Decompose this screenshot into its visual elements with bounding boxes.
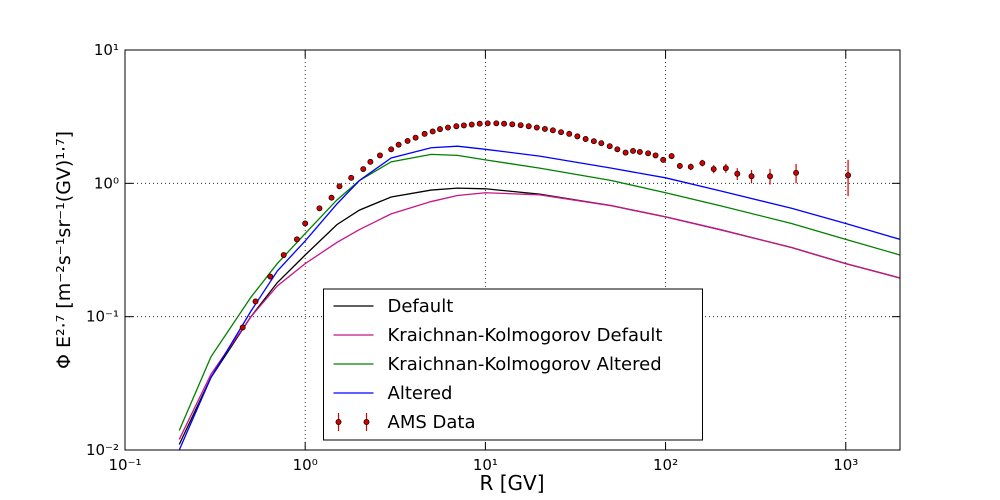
x-tick-label: 10¹ [473,456,498,474]
data-point [558,129,565,136]
legend-label: Kraichnan-Kolmogorov Default [388,325,663,346]
plot-frame [124,49,901,451]
y-tick-label: 10⁰ [94,174,119,192]
data-point [445,124,451,131]
data-point [525,123,532,130]
data-point [652,152,659,159]
data-point [606,143,613,150]
legend-label: Kraichnan-Kolmogorov Altered [388,354,662,375]
legend-label: Altered [388,383,453,404]
data-point [336,183,343,190]
data-point [252,298,259,305]
x-tick-label: 10⁰ [293,456,318,474]
legend-label: AMS Data [388,412,476,433]
data-point [460,122,467,129]
data-point [687,163,694,170]
data-point [533,124,540,131]
data-point [328,194,335,201]
x-tick-label: 10⁻¹ [108,456,141,474]
data-point [412,134,419,141]
data-point [645,150,652,157]
data-point [429,128,436,135]
data-point [302,220,309,227]
data-point [267,273,274,280]
legend-swatch [363,419,370,425]
data-point [630,147,637,154]
data-point [767,173,773,180]
data-point [476,120,483,127]
data-point [360,166,367,172]
data-point [845,172,852,179]
data-point [421,130,428,137]
data-point [614,146,621,153]
data-point [582,136,589,142]
series-line [178,153,900,431]
data-point [676,163,683,169]
data-point [598,140,605,147]
data-point [734,170,741,177]
plot-content [178,120,900,450]
y-tick-label: 10¹ [94,41,119,59]
data-point [395,141,402,148]
data-point [367,158,374,165]
data-point [280,252,287,258]
data-point [636,148,643,155]
data-point [710,166,717,172]
data-point [699,160,706,166]
data-point [574,133,581,140]
data-point [316,205,323,212]
y-tick-label: 10⁻² [86,441,119,459]
series-line [178,192,900,440]
y-axis-label: Φ E²·⁷ [m⁻²s⁻¹sr⁻¹(GV)¹·⁷] [53,131,75,369]
x-tick-label: 10³ [833,456,858,474]
data-point [453,123,460,130]
data-point [377,152,383,159]
data-point [722,165,729,172]
data-point [484,120,491,127]
legend-box [323,288,703,441]
y-tick-label: 10⁻¹ [86,308,119,326]
data-point [660,156,667,163]
data-point [517,122,524,129]
data-point [468,121,475,128]
data-point [748,173,755,180]
data-point [566,130,573,137]
data-point [293,236,300,243]
legend-label: Default [388,296,454,317]
data-point [549,127,556,134]
data-point [388,146,395,153]
x-axis-label: R [GV] [479,471,544,495]
data-point [437,126,443,133]
data-point [509,121,516,128]
legend-swatch [335,419,342,425]
data-point [348,174,355,181]
data-point [404,137,411,144]
data-point [622,149,629,156]
data-point [590,138,597,145]
data-point [541,125,548,132]
data-point [239,324,246,331]
data-point [501,120,508,127]
x-tick-label: 10² [653,456,678,474]
data-point [668,153,675,160]
data-point [793,169,800,176]
data-point [493,120,500,127]
